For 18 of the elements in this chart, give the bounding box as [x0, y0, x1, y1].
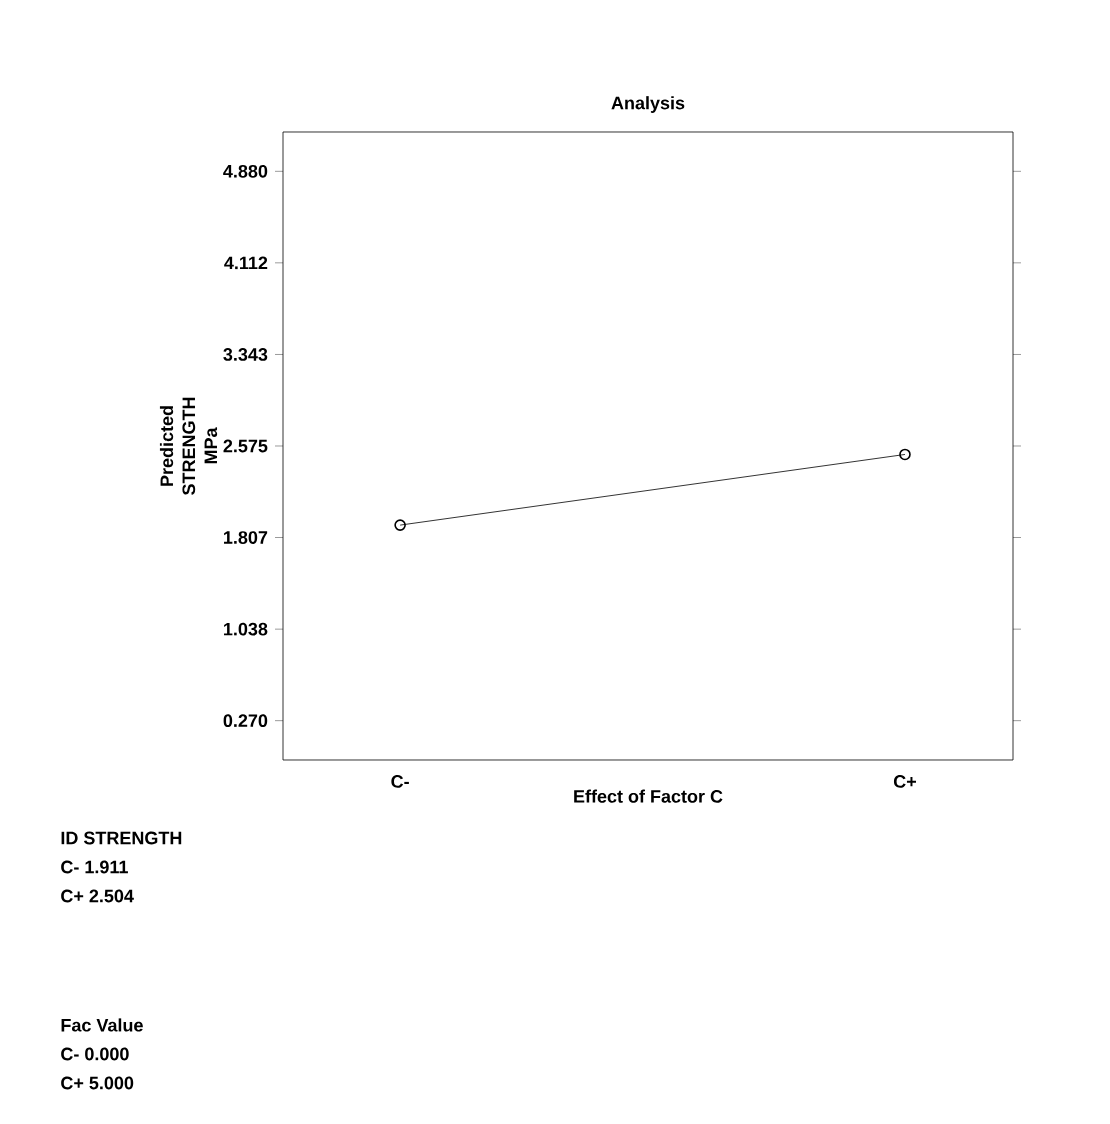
- x-tick-label: C+: [893, 775, 916, 788]
- y-tick-label: 1.807: [224, 531, 268, 544]
- y-tick-label: 4.880: [223, 164, 268, 178]
- text: C- 0.000: [61, 1047, 129, 1061]
- text: C- 1.911: [61, 860, 128, 874]
- y-tick-label: 4.112: [224, 256, 268, 270]
- y-axis-title: Predicted STRENGTH MPa: [159, 397, 218, 495]
- text: C+ 2.504: [61, 889, 134, 903]
- text: C+ 5.000: [61, 1076, 134, 1090]
- chart-title: Analysis: [611, 96, 685, 113]
- y-tick-label: 3.343: [223, 348, 268, 361]
- x-tick-label: C-: [391, 775, 409, 788]
- x-axis-title: Effect of Factor C: [574, 789, 723, 803]
- text: Fac Value: [61, 1018, 143, 1032]
- y-tick-label: 0.270: [223, 714, 268, 728]
- text: ID STRENGTH: [61, 831, 182, 845]
- y-tick-label: 1.038: [224, 622, 268, 636]
- y-tick-label: 2.575: [223, 439, 268, 453]
